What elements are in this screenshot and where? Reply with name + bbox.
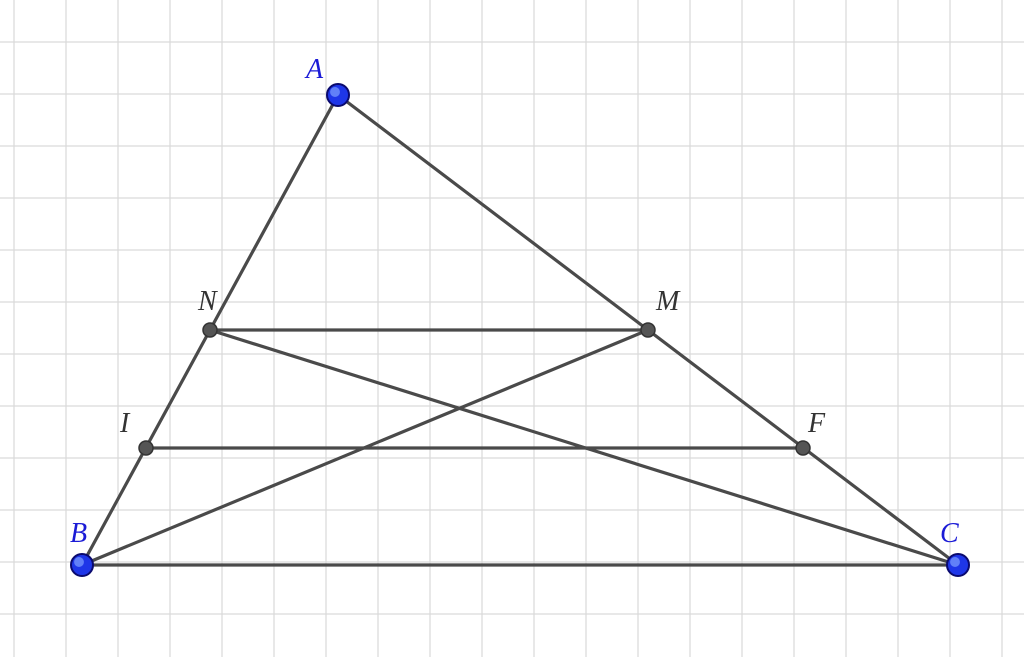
label-B: B	[70, 518, 87, 549]
point-B[interactable]	[71, 554, 93, 576]
label-C: C	[940, 518, 959, 549]
label-F: F	[807, 408, 826, 439]
label-N: N	[197, 286, 218, 317]
geometry-canvas: A B C N M I F	[0, 0, 1024, 657]
point-M	[641, 323, 655, 337]
point-N	[203, 323, 217, 337]
point-C[interactable]	[947, 554, 969, 576]
point-A[interactable]	[327, 84, 349, 106]
point-I	[139, 441, 153, 455]
label-I: I	[119, 408, 131, 439]
point-F	[796, 441, 810, 455]
label-A: A	[304, 54, 324, 85]
label-M: M	[655, 286, 681, 317]
